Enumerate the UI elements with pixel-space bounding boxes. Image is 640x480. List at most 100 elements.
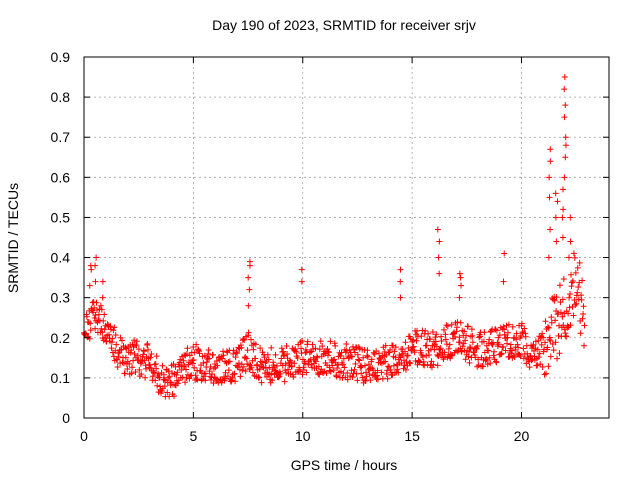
data-point	[548, 319, 555, 326]
data-point	[151, 369, 158, 376]
data-point	[133, 338, 140, 345]
data-point	[154, 382, 161, 389]
data-point	[428, 364, 435, 371]
data-point	[380, 359, 387, 366]
data-point	[92, 325, 99, 332]
data-point	[538, 341, 545, 348]
data-point	[475, 356, 482, 363]
data-point	[352, 360, 359, 367]
data-point	[406, 333, 413, 340]
data-point	[427, 336, 434, 343]
data-point	[375, 376, 382, 383]
data-point	[530, 347, 537, 354]
data-point	[273, 362, 280, 369]
data-point	[566, 294, 573, 301]
data-point	[303, 369, 310, 376]
data-point	[534, 362, 541, 369]
data-point	[299, 337, 306, 344]
data-point	[433, 331, 440, 338]
data-point	[436, 238, 443, 245]
data-point	[282, 360, 289, 367]
data-point	[202, 370, 209, 377]
data-point	[312, 345, 319, 352]
data-point	[551, 297, 558, 304]
data-point	[314, 354, 321, 361]
data-point	[368, 356, 375, 363]
data-point	[518, 320, 525, 327]
data-point	[307, 348, 314, 355]
data-point	[343, 341, 350, 348]
data-point	[161, 383, 168, 390]
data-point	[202, 377, 209, 384]
data-point	[128, 370, 135, 377]
data-point	[443, 322, 450, 329]
data-point	[483, 356, 490, 363]
data-point	[562, 154, 569, 161]
data-point	[367, 377, 374, 384]
data-point	[204, 356, 211, 363]
data-point	[183, 375, 190, 382]
data-point	[559, 296, 566, 303]
data-point	[85, 319, 92, 326]
data-point	[290, 373, 297, 380]
data-point	[323, 370, 330, 377]
data-point	[459, 343, 466, 350]
data-point	[135, 346, 142, 353]
data-point	[434, 351, 441, 358]
data-point	[382, 342, 389, 349]
data-point	[141, 348, 148, 355]
data-point	[131, 337, 138, 344]
data-point	[86, 335, 93, 342]
data-point	[438, 337, 445, 344]
data-point	[362, 362, 369, 369]
data-point	[446, 341, 453, 348]
data-point	[203, 359, 210, 366]
data-point	[561, 174, 568, 181]
data-point	[544, 324, 551, 331]
data-point	[372, 373, 379, 380]
data-point	[174, 369, 181, 376]
data-point	[567, 322, 574, 329]
data-point	[515, 344, 522, 351]
data-point	[421, 362, 428, 369]
data-point	[545, 363, 552, 370]
data-point	[542, 318, 549, 325]
data-point	[259, 359, 266, 366]
data-point	[211, 374, 218, 381]
data-point	[252, 355, 259, 362]
data-point	[397, 278, 404, 285]
data-point	[572, 301, 579, 308]
x-tick-label: 10	[295, 428, 311, 444]
data-point	[338, 349, 345, 356]
y-tick-label: 0.5	[51, 209, 71, 225]
data-point	[281, 378, 288, 385]
data-point	[469, 339, 476, 346]
data-point	[294, 354, 301, 361]
data-point	[485, 347, 492, 354]
data-point	[565, 310, 572, 317]
data-point	[560, 275, 567, 282]
data-point	[165, 368, 172, 375]
data-point	[509, 323, 516, 330]
data-point	[288, 363, 295, 370]
data-point	[364, 353, 371, 360]
data-point	[177, 356, 184, 363]
data-point	[226, 358, 233, 365]
data-point	[505, 321, 512, 328]
data-point	[264, 351, 271, 358]
data-point	[414, 327, 421, 334]
data-point	[500, 278, 507, 285]
plot-frame	[83, 56, 610, 419]
data-point	[151, 361, 158, 368]
data-point	[128, 347, 135, 354]
data-point	[101, 311, 108, 318]
data-point	[99, 294, 106, 301]
data-point	[333, 373, 340, 380]
data-point	[122, 354, 129, 361]
data-point	[183, 366, 190, 373]
data-point	[121, 370, 128, 377]
data-point	[546, 194, 553, 201]
data-point	[520, 345, 527, 352]
data-point	[561, 114, 568, 121]
data-point	[239, 367, 246, 374]
